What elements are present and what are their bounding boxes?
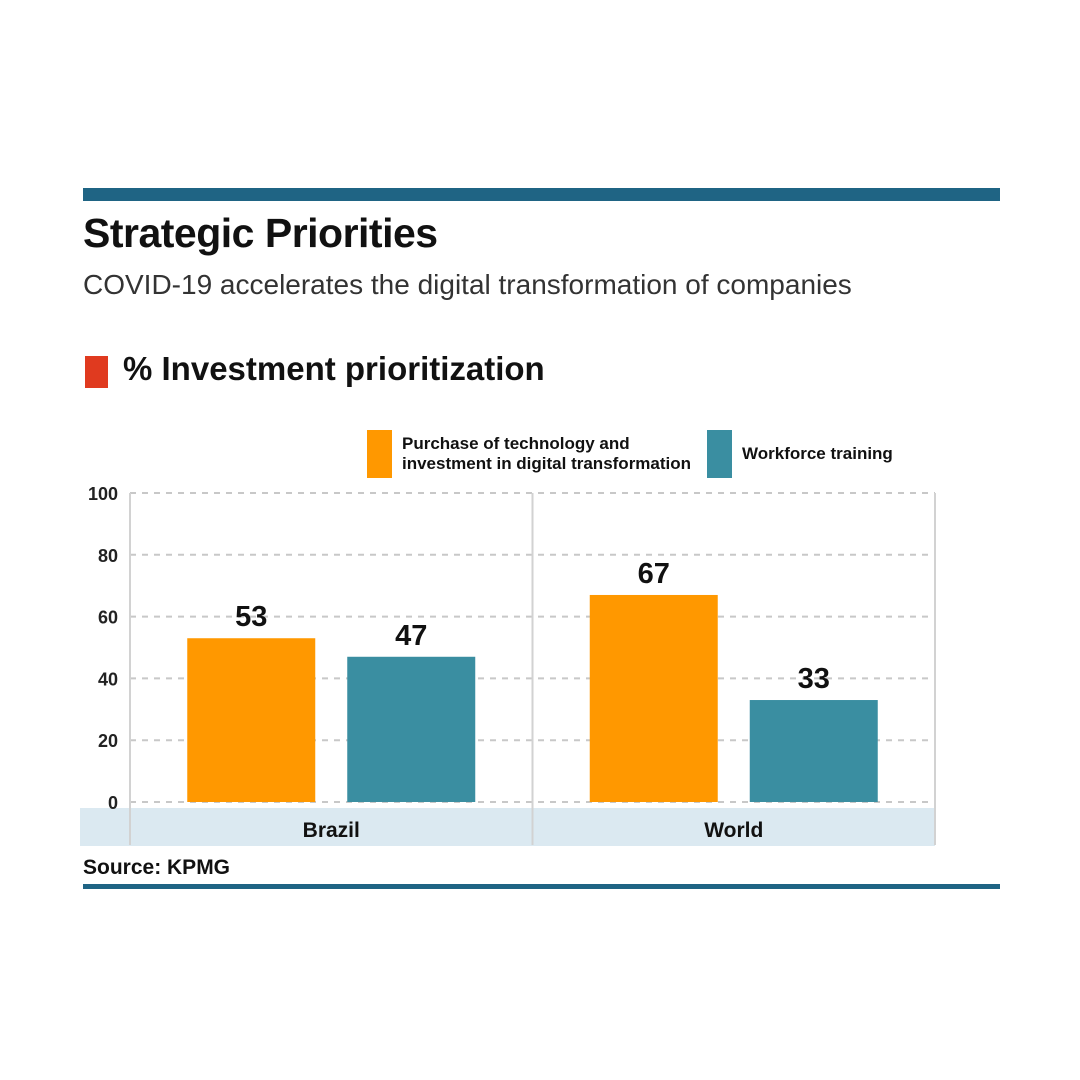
- bar-brazil-0: [187, 638, 316, 802]
- page-subtitle: COVID-19 accelerates the digital transfo…: [83, 269, 852, 300]
- data-label-world-1: 33: [798, 663, 830, 695]
- category-band: [80, 808, 935, 846]
- bar-world-0: [589, 594, 718, 802]
- data-label-brazil-0: 53: [235, 601, 267, 633]
- data-label-brazil-1: 47: [395, 620, 427, 652]
- legend-label-training: Workforce training: [742, 444, 893, 463]
- bar-world-1: [749, 700, 878, 802]
- bottom-rule: [83, 884, 1000, 889]
- legend-item-technology: Purchase of technology and investment in…: [367, 430, 691, 478]
- legend-swatch-training: [707, 430, 732, 478]
- legend-item-training: Workforce training: [707, 430, 893, 478]
- legend-swatch-technology: [367, 430, 392, 478]
- category-label-brazil: Brazil: [303, 819, 360, 842]
- y-tick-label-0: 0: [108, 793, 118, 813]
- source-note: Source: KPMG: [83, 856, 231, 879]
- page-title: Strategic Priorities: [83, 210, 438, 256]
- top-rule: [83, 188, 1000, 201]
- y-tick-label-60: 60: [98, 608, 118, 628]
- bar-brazil-1: [347, 656, 476, 802]
- legend-label-technology: Purchase of technology and investment in…: [402, 434, 692, 473]
- chart-title: % Investment prioritization: [123, 350, 545, 387]
- y-tick-label-100: 100: [88, 484, 118, 504]
- y-tick-label-40: 40: [98, 669, 118, 689]
- data-label-world-0: 67: [638, 558, 670, 590]
- y-tick-label-80: 80: [98, 546, 118, 566]
- y-tick-label-20: 20: [98, 731, 118, 751]
- section-marker: [85, 356, 108, 388]
- category-label-world: World: [704, 819, 763, 842]
